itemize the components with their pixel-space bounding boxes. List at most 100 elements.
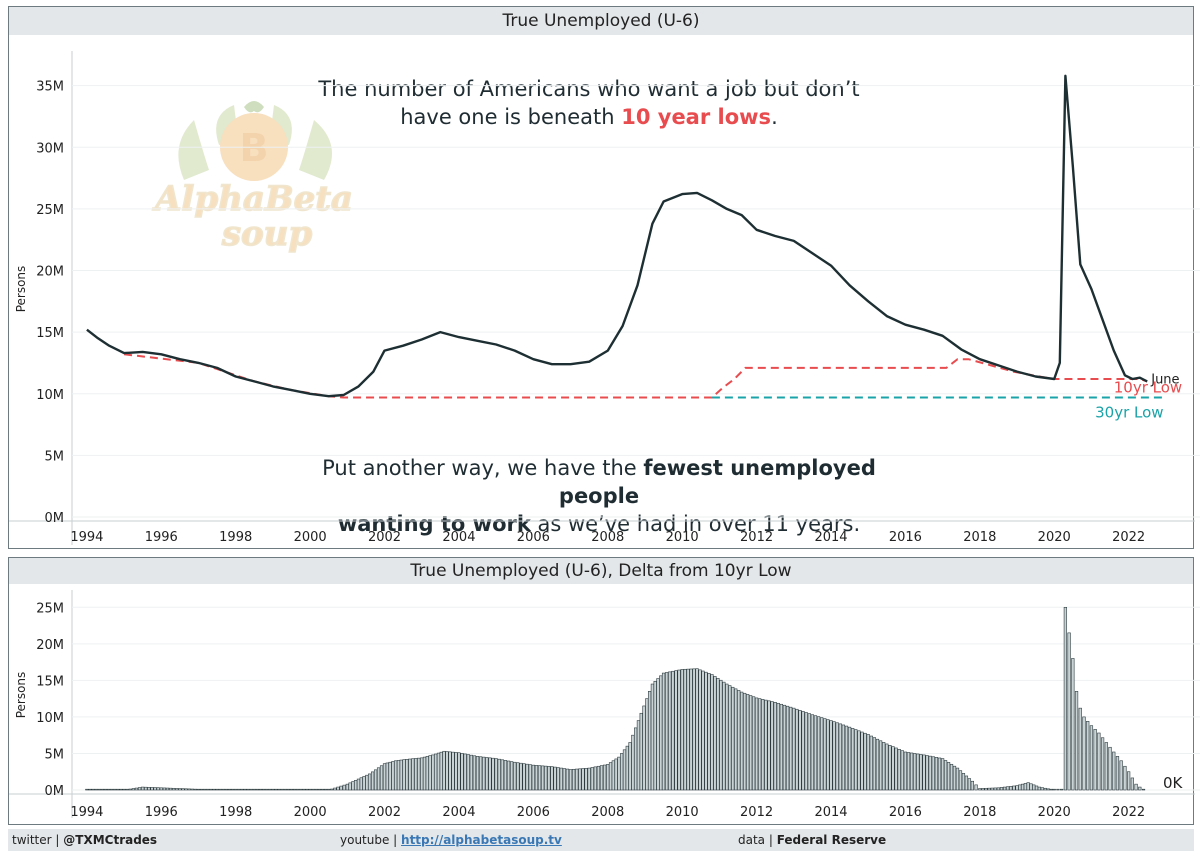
bar	[807, 713, 811, 791]
bar	[835, 722, 839, 791]
bar	[243, 788, 247, 791]
bar	[265, 788, 269, 791]
series-10yr-low-line	[123, 353, 1148, 399]
bottom-x-tick-label: 2018	[963, 805, 996, 820]
bar	[1119, 760, 1123, 791]
bar	[240, 788, 244, 791]
headline-line-2-post: .	[771, 105, 778, 129]
bottom-x-tick-label: 1996	[145, 805, 178, 820]
bar	[1138, 786, 1142, 791]
headline-line-1: The number of Americans who want a job b…	[318, 77, 860, 101]
bar	[420, 757, 424, 791]
bar	[866, 734, 870, 791]
bar	[556, 767, 560, 791]
bar	[639, 712, 643, 791]
bar	[503, 760, 508, 791]
bottom-x-tick-label: 2006	[517, 805, 550, 820]
bar	[320, 788, 325, 791]
bar	[168, 787, 173, 791]
youtube-label: youtube |	[340, 833, 402, 847]
bar	[178, 788, 182, 791]
top-chart-panel: True Unemployed (U-6) B AlphaBeta soup T…	[8, 6, 1200, 549]
bar	[659, 675, 663, 791]
bar	[974, 784, 978, 791]
bar	[134, 787, 139, 791]
bar	[356, 778, 361, 791]
bar	[767, 700, 771, 791]
headline-highlight: 10 year lows	[621, 105, 772, 129]
bar	[746, 694, 750, 791]
bar	[937, 757, 942, 791]
bar	[428, 755, 432, 791]
bar	[1104, 742, 1108, 791]
bar	[439, 751, 443, 791]
bottom-y-tick-label: 25M	[36, 601, 64, 616]
top-x-tick-label: 2004	[442, 530, 475, 545]
bar	[1015, 785, 1019, 791]
data-label: data |	[738, 833, 777, 847]
bar	[1009, 786, 1013, 791]
youtube-link[interactable]: http://alphabetasoup.tv	[401, 833, 562, 847]
top-line-chart: 0M 5M 10M 15M 20M 25M 30M 35M 1994 1996 1998 2000 20…	[9, 51, 1200, 545]
bar	[671, 670, 675, 791]
bar	[221, 788, 225, 791]
bar	[1067, 632, 1071, 791]
bar	[841, 724, 846, 791]
bar	[274, 788, 278, 791]
bar	[88, 788, 92, 791]
bar	[645, 698, 649, 791]
bar	[1134, 783, 1138, 791]
bar	[354, 780, 358, 791]
bar	[854, 729, 858, 791]
footer-data: data | Federal Reserve	[738, 829, 886, 851]
bar	[590, 767, 594, 791]
bar	[606, 764, 610, 791]
bar	[1018, 784, 1022, 791]
bar	[203, 788, 207, 791]
bar	[1049, 788, 1053, 791]
bar	[1002, 786, 1007, 791]
bar	[534, 765, 539, 791]
bar	[952, 765, 957, 791]
bar	[137, 787, 142, 791]
bar	[964, 775, 969, 791]
series-u6-line	[86, 74, 1148, 398]
top-x-tick-label: 2008	[591, 530, 624, 545]
bar	[1071, 658, 1075, 791]
bar	[888, 745, 892, 791]
bar	[531, 764, 535, 791]
bar	[422, 756, 427, 791]
bar	[940, 758, 945, 791]
bar	[255, 788, 260, 791]
bar	[144, 786, 148, 791]
bar	[878, 740, 883, 791]
bar	[1060, 788, 1064, 791]
bar	[1043, 787, 1047, 791]
bar	[857, 730, 861, 791]
bar	[1006, 786, 1010, 791]
bar	[925, 755, 929, 791]
bar	[1029, 783, 1033, 791]
bar	[234, 788, 238, 791]
bar	[289, 788, 294, 791]
top-y-tick-label: 15M	[36, 326, 64, 341]
bar	[388, 761, 392, 791]
bottom-chart-title: True Unemployed (U-6), Delta from 10yr L…	[9, 558, 1193, 584]
bar	[770, 701, 774, 791]
bar	[537, 765, 542, 791]
bar	[838, 723, 842, 791]
bar	[365, 774, 369, 791]
bar	[689, 668, 693, 791]
bar	[522, 763, 526, 791]
bar	[153, 787, 157, 791]
bar	[695, 668, 699, 791]
bar	[773, 702, 777, 791]
subtext-annotation: Put another way, we have the fewest unem…	[279, 454, 919, 538]
bar	[636, 720, 641, 791]
top-x-tick-label: 2012	[740, 530, 773, 545]
bar	[875, 738, 880, 791]
bar	[252, 788, 256, 791]
twitter-handle[interactable]: @TXMCtrades	[63, 833, 158, 847]
bar	[110, 788, 114, 791]
bar	[869, 735, 873, 791]
